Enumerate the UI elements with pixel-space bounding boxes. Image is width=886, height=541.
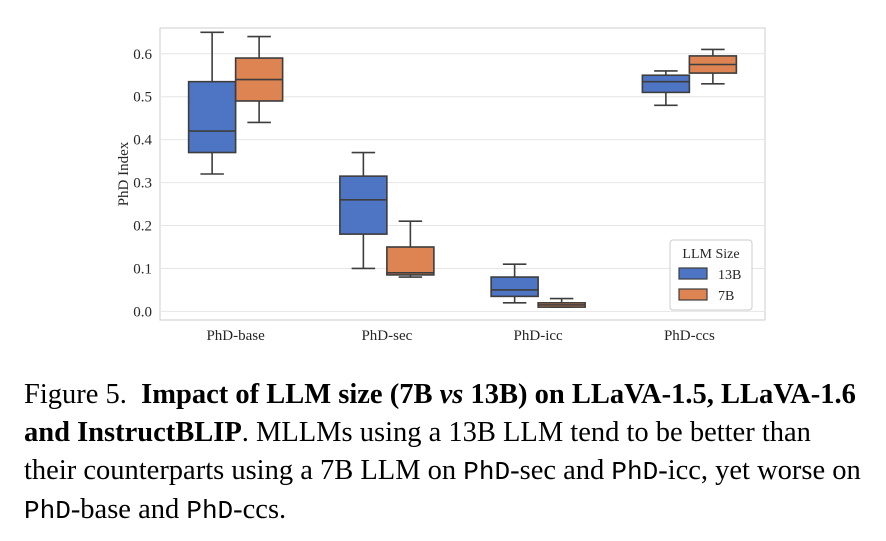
x-tick-label: PhD-sec xyxy=(361,328,412,344)
box-body xyxy=(641,74,691,94)
caption-prefix: Figure 5. xyxy=(24,379,127,410)
caption-title-part-a: Impact of LLM size (7B xyxy=(141,379,433,410)
grid-lines xyxy=(160,53,765,312)
box-body xyxy=(386,246,435,276)
caption-text-5: -ccs. xyxy=(233,494,287,525)
box-body xyxy=(339,175,388,235)
caption-mono-4: PhD xyxy=(186,496,234,526)
legend-swatch-7B xyxy=(678,288,708,301)
box-7B-PhD-icc xyxy=(537,297,586,308)
y-axis-label: PhD Index xyxy=(116,141,132,206)
y-tick-label: 0.0 xyxy=(133,304,152,320)
figure-caption: Figure 5. Impact of LLM size (7B vs 13B)… xyxy=(24,376,864,530)
box-body xyxy=(490,276,539,298)
x-tick-labels: PhD-base PhD-sec PhD-icc PhD-ccs xyxy=(206,328,714,344)
y-tick-label: 0.6 xyxy=(133,47,152,63)
y-tick-labels: 0.0 0.1 0.2 0.3 0.4 0.5 0.6 xyxy=(133,47,152,321)
box-13B-PhD-sec xyxy=(339,151,388,270)
y-tick-label: 0.3 xyxy=(133,176,152,192)
caption-mono-1: PhD xyxy=(463,457,511,487)
x-tick-label: PhD-icc xyxy=(514,328,563,344)
boxes xyxy=(187,31,738,308)
x-tick-label: PhD-base xyxy=(206,328,265,344)
caption-text-4: -base and xyxy=(70,494,180,525)
caption-text-2: -sec and xyxy=(510,455,605,486)
box-7B-PhD-base xyxy=(234,35,284,124)
box-plot-chart: 0.00.10.20.30.40.50.6 PhD-base PhD-sec PhD… xyxy=(116,27,766,344)
legend-label-7B: 7B xyxy=(718,289,734,304)
caption-text-3: -icc, yet worse on xyxy=(658,455,861,486)
caption-mono-3: PhD xyxy=(24,496,71,526)
box-7B-PhD-sec xyxy=(386,220,435,278)
box-13B-PhD-base xyxy=(187,31,237,175)
caption-text-1: . MLLMs using a 13B LLM tend to be bette… xyxy=(24,417,811,486)
caption-title-vs: vs xyxy=(439,379,464,410)
box-13B-PhD-ccs xyxy=(641,70,691,107)
legend-label-13B: 13B xyxy=(718,268,741,283)
legend-swatch-13B xyxy=(678,267,708,280)
y-tick-label: 0.4 xyxy=(133,133,152,149)
y-tick-label: 0.5 xyxy=(133,90,152,106)
box-body xyxy=(187,80,237,154)
caption-mono-2: PhD xyxy=(611,457,659,487)
caption-title-part-b: 13B) on LLaVA-1.5, LLaVA-1.6 and Instruc… xyxy=(24,379,856,448)
caption-title: Impact of LLM size (7B vs 13B) on LLaVA-… xyxy=(24,379,856,448)
box-13B-PhD-icc xyxy=(490,263,539,304)
x-tick-label: PhD-ccs xyxy=(664,328,715,344)
y-tick-label: 0.1 xyxy=(133,261,152,277)
y-tick-label: 0.2 xyxy=(133,219,152,235)
box-7B-PhD-ccs xyxy=(688,48,738,85)
legend-title: LLM Size xyxy=(682,247,739,262)
